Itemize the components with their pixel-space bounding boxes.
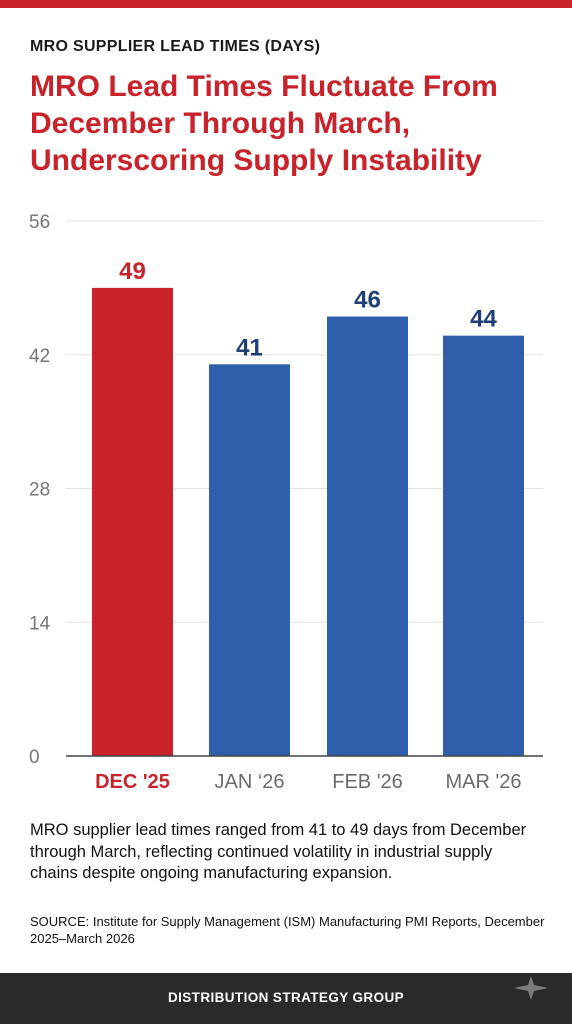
y-tick-label: 42 (29, 346, 50, 367)
x-category-label: MAR '26 (445, 771, 521, 793)
bar (443, 335, 524, 756)
bar (92, 287, 173, 756)
data-label: 49 (119, 258, 146, 285)
top-accent-bar (0, 0, 572, 8)
data-label: 41 (236, 334, 263, 361)
x-category-label: JAN ‘26 (214, 771, 284, 793)
chart-eyebrow: MRO SUPPLIER LEAD TIMES (DAYS) (30, 38, 321, 55)
data-label: 46 (354, 287, 381, 314)
y-tick-label: 28 (29, 480, 50, 501)
x-category-label: FEB '26 (332, 771, 403, 793)
x-category-label: DEC '25 (95, 771, 170, 793)
y-tick-label: 14 (29, 613, 51, 634)
y-tick-label: 0 (29, 747, 40, 768)
source-note: SOURCE: Institute for Supply Management … (30, 914, 545, 946)
chart-caption: MRO supplier lead times ranged from 41 t… (30, 821, 527, 882)
y-tick-label: 56 (29, 212, 50, 233)
sparkle-icon (514, 976, 548, 1000)
bar (209, 364, 290, 756)
chart-headline: MRO Lead Times Fluctuate From December T… (30, 70, 498, 177)
bar (327, 316, 408, 756)
footer-bar: DISTRIBUTION STRATEGY GROUP (0, 973, 572, 1024)
footer-brand: DISTRIBUTION STRATEGY GROUP (167, 990, 405, 1005)
data-label: 44 (470, 306, 497, 333)
bar-chart: 0 14 28 42 56 49 DEC '25 41 JAN ‘26 46 FEB '26 44 MA… (29, 212, 543, 793)
